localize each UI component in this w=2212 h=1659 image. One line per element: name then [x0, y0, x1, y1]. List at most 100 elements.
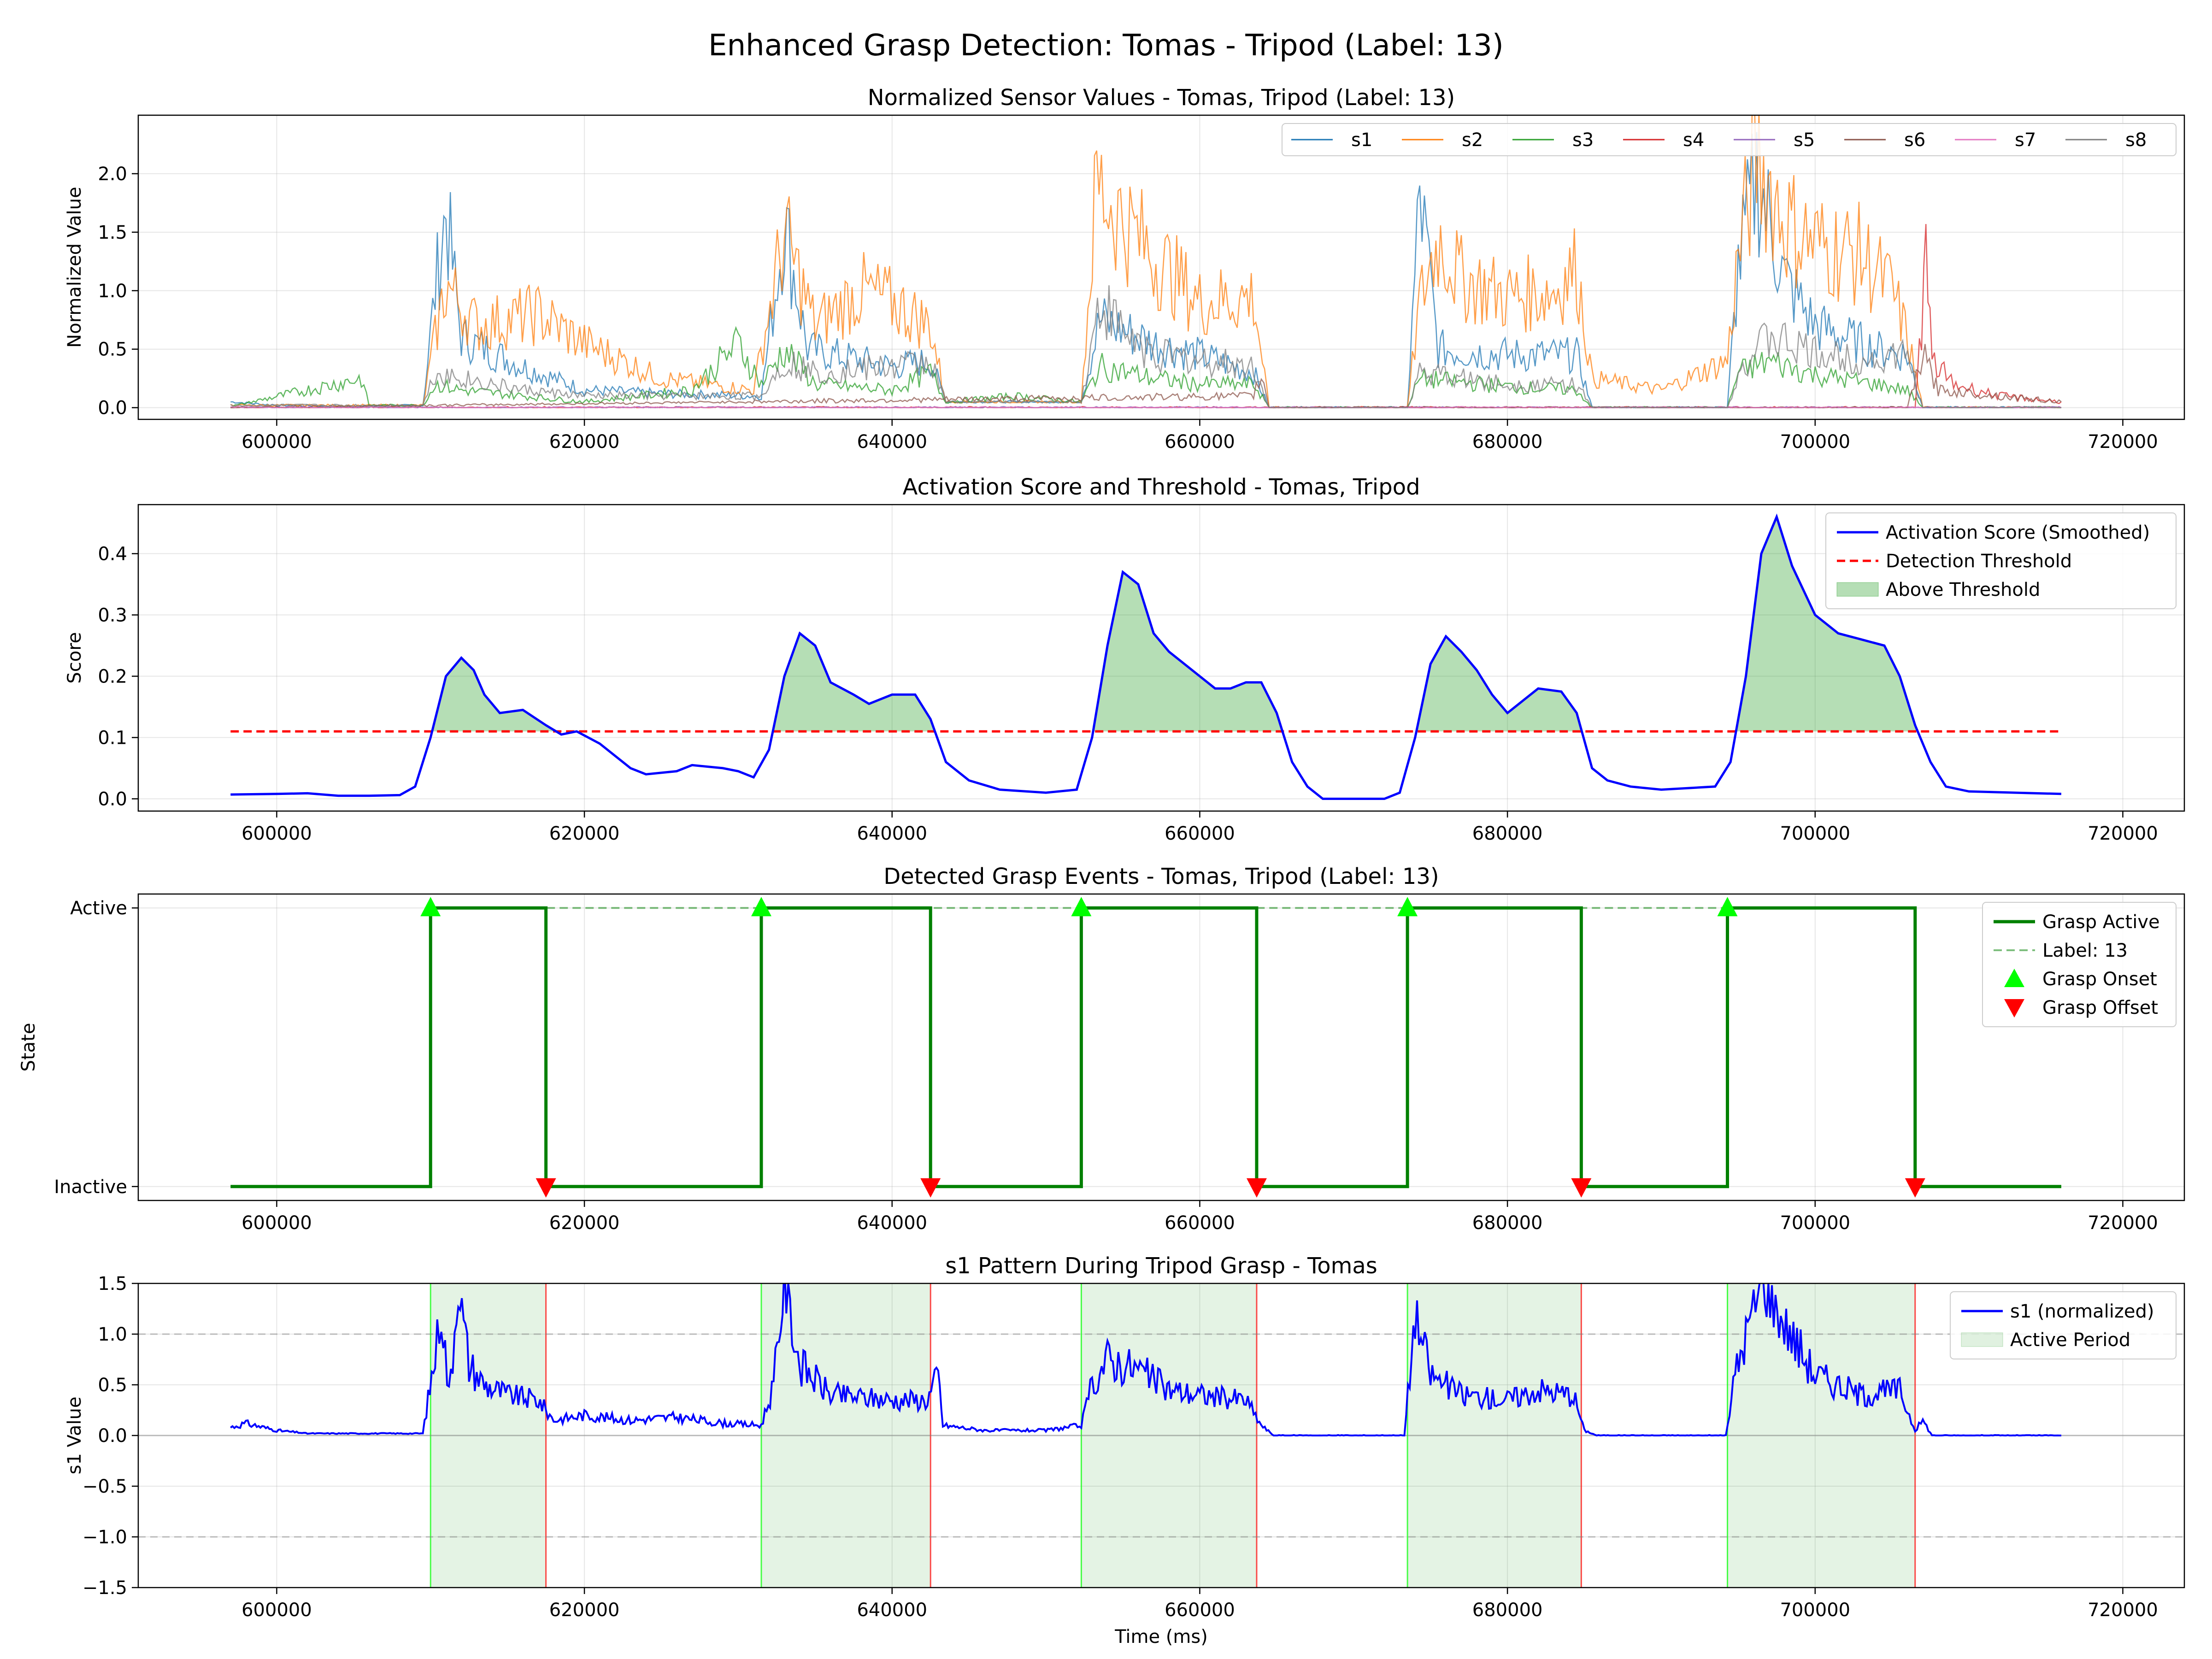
axes-frame — [137, 893, 2185, 1201]
grasp-onset-marker — [1717, 897, 1738, 917]
y-tick-label: 0.5 — [98, 1375, 127, 1396]
x-tick-label: 660000 — [1165, 823, 1235, 844]
legend-label: Label: 13 — [2042, 940, 2128, 961]
y-tick-label: 0.0 — [98, 398, 127, 419]
above-threshold-area — [432, 658, 556, 732]
plot-area-s1pattern — [138, 1283, 2184, 1588]
y-tick-label: 0.2 — [98, 666, 127, 687]
grasp-offset-marker — [920, 1178, 941, 1198]
y-tick-label: −1.0 — [82, 1527, 127, 1548]
x-tick-label: 700000 — [1780, 823, 1850, 844]
grasp-onset-marker — [420, 897, 441, 917]
panel-events: Detected Grasp Events - Tomas, Tripod (L… — [18, 864, 2185, 1234]
x-tick-label: 620000 — [549, 823, 620, 844]
x-tick-label: 600000 — [241, 431, 312, 453]
active-period-area — [1407, 1283, 1582, 1588]
grasp-offset-marker — [1246, 1178, 1267, 1198]
grasp-active-line — [230, 906, 2061, 1188]
x-tick-label: 640000 — [857, 823, 927, 844]
sensor-line-s3 — [230, 326, 2061, 409]
y-tick-label: 1.5 — [98, 1273, 127, 1294]
activation-score-line — [230, 513, 2061, 800]
legend-label: s6 — [1904, 129, 1925, 151]
y-tick-label: 0.5 — [98, 339, 127, 360]
x-tick-label: 600000 — [241, 1600, 312, 1621]
x-tick-label: 620000 — [549, 1212, 620, 1234]
panel-title-events: Detected Grasp Events - Tomas, Tripod (L… — [883, 864, 1439, 889]
legend-box — [1950, 1291, 2177, 1359]
panel-title-sensors: Normalized Sensor Values - Tomas, Tripod… — [868, 85, 1455, 111]
plot-area-activation — [230, 513, 2061, 800]
y-tick-label: 0.1 — [98, 727, 127, 748]
legend-box — [1825, 512, 2177, 609]
sensor-line-s8 — [230, 285, 2061, 409]
x-tick-label: 640000 — [857, 1600, 927, 1621]
legend-swatch-period — [1961, 1332, 2003, 1347]
y-axis-label: s1 Value — [64, 1397, 85, 1475]
axes-frame — [137, 504, 2185, 812]
legend-label: Above Threshold — [1886, 579, 2040, 600]
y-tick-label: 1.5 — [98, 222, 127, 243]
legend-label: s1 (normalized) — [2010, 1301, 2154, 1322]
legend-label: s3 — [1572, 129, 1594, 151]
x-tick-label: 680000 — [1472, 1600, 1543, 1621]
y-tick-label: Inactive — [54, 1177, 127, 1198]
legend-swatch-above — [1836, 582, 1879, 597]
x-tick-label: 660000 — [1165, 1212, 1235, 1234]
y-axis-label: Normalized Value — [64, 187, 85, 347]
y-tick-label: −1.5 — [82, 1577, 127, 1599]
grasp-onset-marker — [751, 897, 772, 917]
active-period-area — [1727, 1283, 1915, 1588]
legend-label: s5 — [1794, 129, 1815, 151]
legend-label: Grasp Offset — [2042, 997, 2158, 1018]
x-tick-label: 700000 — [1780, 431, 1850, 453]
legend-label: s2 — [1462, 129, 1483, 151]
x-tick-label: 680000 — [1472, 1212, 1543, 1234]
x-tick-label: 600000 — [241, 1212, 312, 1234]
above-threshold-area — [1416, 636, 1582, 732]
active-period-area — [430, 1283, 546, 1588]
legend-label: Activation Score (Smoothed) — [1886, 522, 2150, 543]
legend-box — [1982, 902, 2177, 1027]
above-threshold-area — [1093, 572, 1282, 732]
plot-area-events — [230, 906, 2061, 1188]
panel-activation: Activation Score and Threshold - Tomas, … — [64, 474, 2185, 844]
x-tick-label: 680000 — [1472, 431, 1543, 453]
legend-label: Grasp Onset — [2042, 969, 2157, 990]
s1-normalized-line — [230, 1283, 2061, 1437]
figure-title: Enhanced Grasp Detection: Tomas - Tripod… — [708, 29, 1504, 63]
x-tick-label: 680000 — [1472, 823, 1543, 844]
x-tick-label: 640000 — [857, 1212, 927, 1234]
y-axis-label: State — [18, 1023, 39, 1072]
x-axis-label: Time (ms) — [1114, 1626, 1208, 1647]
x-tick-label: 700000 — [1780, 1212, 1850, 1234]
y-tick-label: 0.4 — [98, 543, 127, 565]
above-threshold-area — [773, 633, 935, 732]
y-tick-label: −0.5 — [82, 1476, 127, 1497]
legend-label: s1 — [1351, 129, 1372, 151]
x-tick-label: 620000 — [549, 1600, 620, 1621]
y-tick-label: 1.0 — [98, 1324, 127, 1345]
y-tick-label: 2.0 — [98, 164, 127, 185]
x-tick-label: 700000 — [1780, 1600, 1850, 1621]
active-period-area — [761, 1283, 931, 1588]
x-tick-label: 720000 — [2088, 823, 2158, 844]
x-tick-label: 660000 — [1165, 431, 1235, 453]
grasp-offset-marker — [1905, 1178, 1925, 1198]
y-tick-label: 0.0 — [98, 1425, 127, 1447]
plot-area-sensors — [230, 115, 2062, 409]
panel-title-s1pattern: s1 Pattern During Tripod Grasp - Tomas — [945, 1253, 1377, 1279]
legend-swatch-offset — [2004, 999, 2024, 1018]
grasp-offset-marker — [1571, 1178, 1592, 1198]
x-tick-label: 720000 — [2088, 431, 2158, 453]
grasp-onset-marker — [1071, 897, 1092, 917]
grasp-onset-marker — [1397, 897, 1418, 917]
x-tick-label: 720000 — [2088, 1600, 2158, 1621]
y-tick-label: 0.3 — [98, 605, 127, 626]
y-tick-label: Active — [70, 898, 127, 919]
axes-frame — [137, 1282, 2185, 1588]
legend-label: Active Period — [2010, 1330, 2130, 1351]
panel-title-activation: Activation Score and Threshold - Tomas, … — [902, 474, 1420, 500]
